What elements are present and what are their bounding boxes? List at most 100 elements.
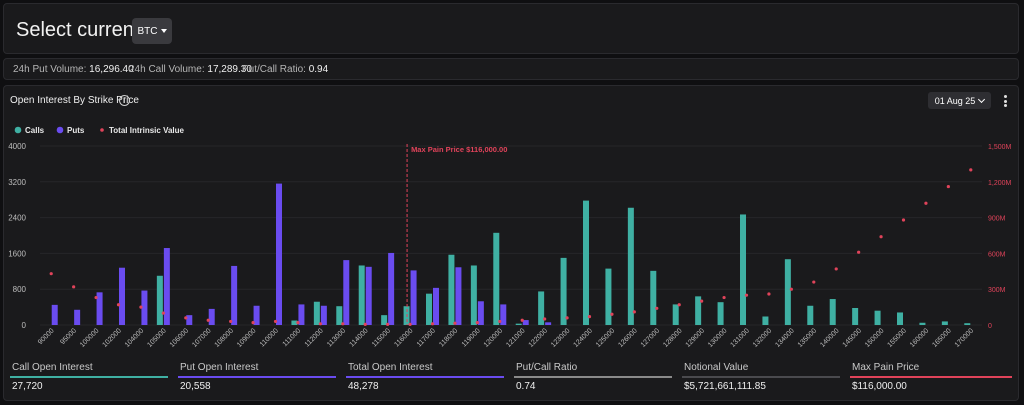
call-volume-stat: 24h Call Volume: 17,289.30 <box>129 64 252 75</box>
put-bar <box>163 248 170 325</box>
call-bar <box>470 265 477 325</box>
x-axis-tick-label: 124000 <box>572 327 594 349</box>
call-bar <box>515 323 522 325</box>
x-axis-tick-label: 160000 <box>909 327 931 349</box>
chart-title: Open Interest By Strike Price <box>10 95 139 106</box>
summary-value: $5,721,661,111.85 <box>684 381 766 392</box>
legend-label: Puts <box>67 126 85 135</box>
summary-notional-value: Notional Value $5,721,661,111.85 <box>676 359 846 399</box>
put-bar <box>433 287 439 325</box>
y-axis-tick-label: 1600 <box>8 249 26 258</box>
intrinsic-value-point <box>587 315 592 319</box>
call-bar <box>493 232 500 325</box>
legend-marker <box>14 126 22 134</box>
summary-put-call-ratio: Put/Call Ratio 0.74 <box>508 359 678 399</box>
x-axis-tick-label: 128000 <box>662 327 684 349</box>
x-axis-tick-label: 140000 <box>819 327 841 349</box>
more-options-icon[interactable] <box>1002 93 1008 109</box>
x-axis-tick-label: 155000 <box>886 327 908 349</box>
summary-underline <box>10 376 168 378</box>
intrinsic-value-point <box>767 292 771 296</box>
summary-label: Notional Value <box>684 362 749 373</box>
x-axis-tick-label: 111000 <box>282 327 303 348</box>
intrinsic-value-point <box>543 317 547 321</box>
y-axis-tick-label: 3200 <box>8 178 26 187</box>
volume-stats-bar: 24h Put Volume: 16,296.40 24h Call Volum… <box>3 58 1019 80</box>
intrinsic-value-point <box>161 311 165 315</box>
intrinsic-value-point <box>744 293 749 297</box>
call-bar <box>807 305 814 325</box>
call-bar <box>426 293 432 325</box>
intrinsic-value-point <box>116 303 121 307</box>
info-icon[interactable]: i <box>119 95 130 106</box>
x-axis-tick-label: 170000 <box>954 327 976 349</box>
summary-underline <box>346 376 504 378</box>
y2-axis-tick-label: 600M <box>988 251 1006 258</box>
put-volume-value: 16,296.40 <box>89 64 134 75</box>
caret-down-icon <box>160 29 167 33</box>
intrinsic-value-point <box>296 321 300 325</box>
expiry-date-select[interactable]: 01 Aug 25 <box>928 92 991 109</box>
x-axis-tick-label: 95000 <box>59 327 78 346</box>
put-volume-stat: 24h Put Volume: 16,296.40 <box>13 64 134 75</box>
summary-underline <box>514 376 672 378</box>
call-volume-value: 17,289.30 <box>207 64 252 75</box>
intrinsic-value-point <box>251 321 255 325</box>
call-bar <box>784 259 791 325</box>
call-bar <box>672 304 679 325</box>
y2-axis-tick-label: 300M <box>988 287 1006 294</box>
currency-select[interactable]: BTC <box>132 18 172 44</box>
call-bar <box>381 315 388 325</box>
call-bar <box>156 275 163 325</box>
y2-axis-tick-label: 900M <box>988 216 1006 223</box>
expiry-date-value: 01 Aug 25 <box>934 95 976 106</box>
intrinsic-value-point <box>924 201 928 205</box>
put-bar <box>388 252 395 325</box>
intrinsic-value-point <box>946 184 950 189</box>
intrinsic-value-point <box>430 322 435 326</box>
call-bar <box>717 302 724 325</box>
intrinsic-value-point <box>879 235 883 239</box>
intrinsic-value-point <box>386 322 390 327</box>
intrinsic-value-point <box>341 322 345 326</box>
intrinsic-value-point <box>273 319 278 324</box>
x-axis-tick-label: 102000 <box>101 327 123 349</box>
x-axis-tick-label: 131000 <box>729 327 751 349</box>
call-bar <box>605 268 612 325</box>
x-axis-tick-label: 165000 <box>931 327 953 349</box>
summary-label: Put Open Interest <box>180 362 259 373</box>
x-axis-tick-label: 119000 <box>461 327 482 348</box>
call-bar <box>964 323 971 325</box>
currency-select-value: BTC <box>137 25 158 37</box>
put-call-ratio-value: 0.94 <box>308 64 329 75</box>
x-axis-tick-label: 106000 <box>169 327 191 349</box>
y2-axis-tick-label: 0 <box>988 323 992 330</box>
summary-label: Put/Call Ratio <box>516 362 578 373</box>
x-axis-tick-label: 116000 <box>393 327 414 348</box>
intrinsic-value-point <box>857 250 861 254</box>
intrinsic-value-point <box>632 310 636 314</box>
put-bar <box>410 270 417 325</box>
call-bar <box>829 299 836 325</box>
summary-label: Total Open Interest <box>348 362 433 373</box>
y-axis-tick-label: 0 <box>22 321 27 330</box>
x-axis-tick-label: 123000 <box>550 327 572 349</box>
intrinsic-value-point <box>812 280 816 284</box>
intrinsic-value-point <box>700 299 704 303</box>
open-interest-chart: 0 800 1600 2400 3200 4000 0 300M 600M 900M 1,200M 1… <box>8 126 1011 349</box>
put-bar <box>500 304 507 325</box>
x-axis-tick-label: 122000 <box>528 327 550 349</box>
summary-total-open-interest: Total Open Interest 48,278 <box>340 359 510 399</box>
legend-marker <box>56 126 64 134</box>
intrinsic-value-point <box>520 318 524 322</box>
x-axis-tick-label: 130000 <box>707 327 729 349</box>
x-axis-tick-label: 110000 <box>259 327 280 348</box>
intrinsic-value-point <box>722 295 726 300</box>
x-axis-tick-label: 112000 <box>304 327 325 348</box>
x-axis-tick-label: 115000 <box>371 327 392 348</box>
summary-value: 27,720 <box>12 381 43 392</box>
call-bar <box>627 207 634 325</box>
summary-underline <box>682 376 840 378</box>
summary-max-pain-price: Max Pain Price $116,000.00 <box>844 359 1018 399</box>
x-axis-tick-label: 125000 <box>595 327 617 349</box>
